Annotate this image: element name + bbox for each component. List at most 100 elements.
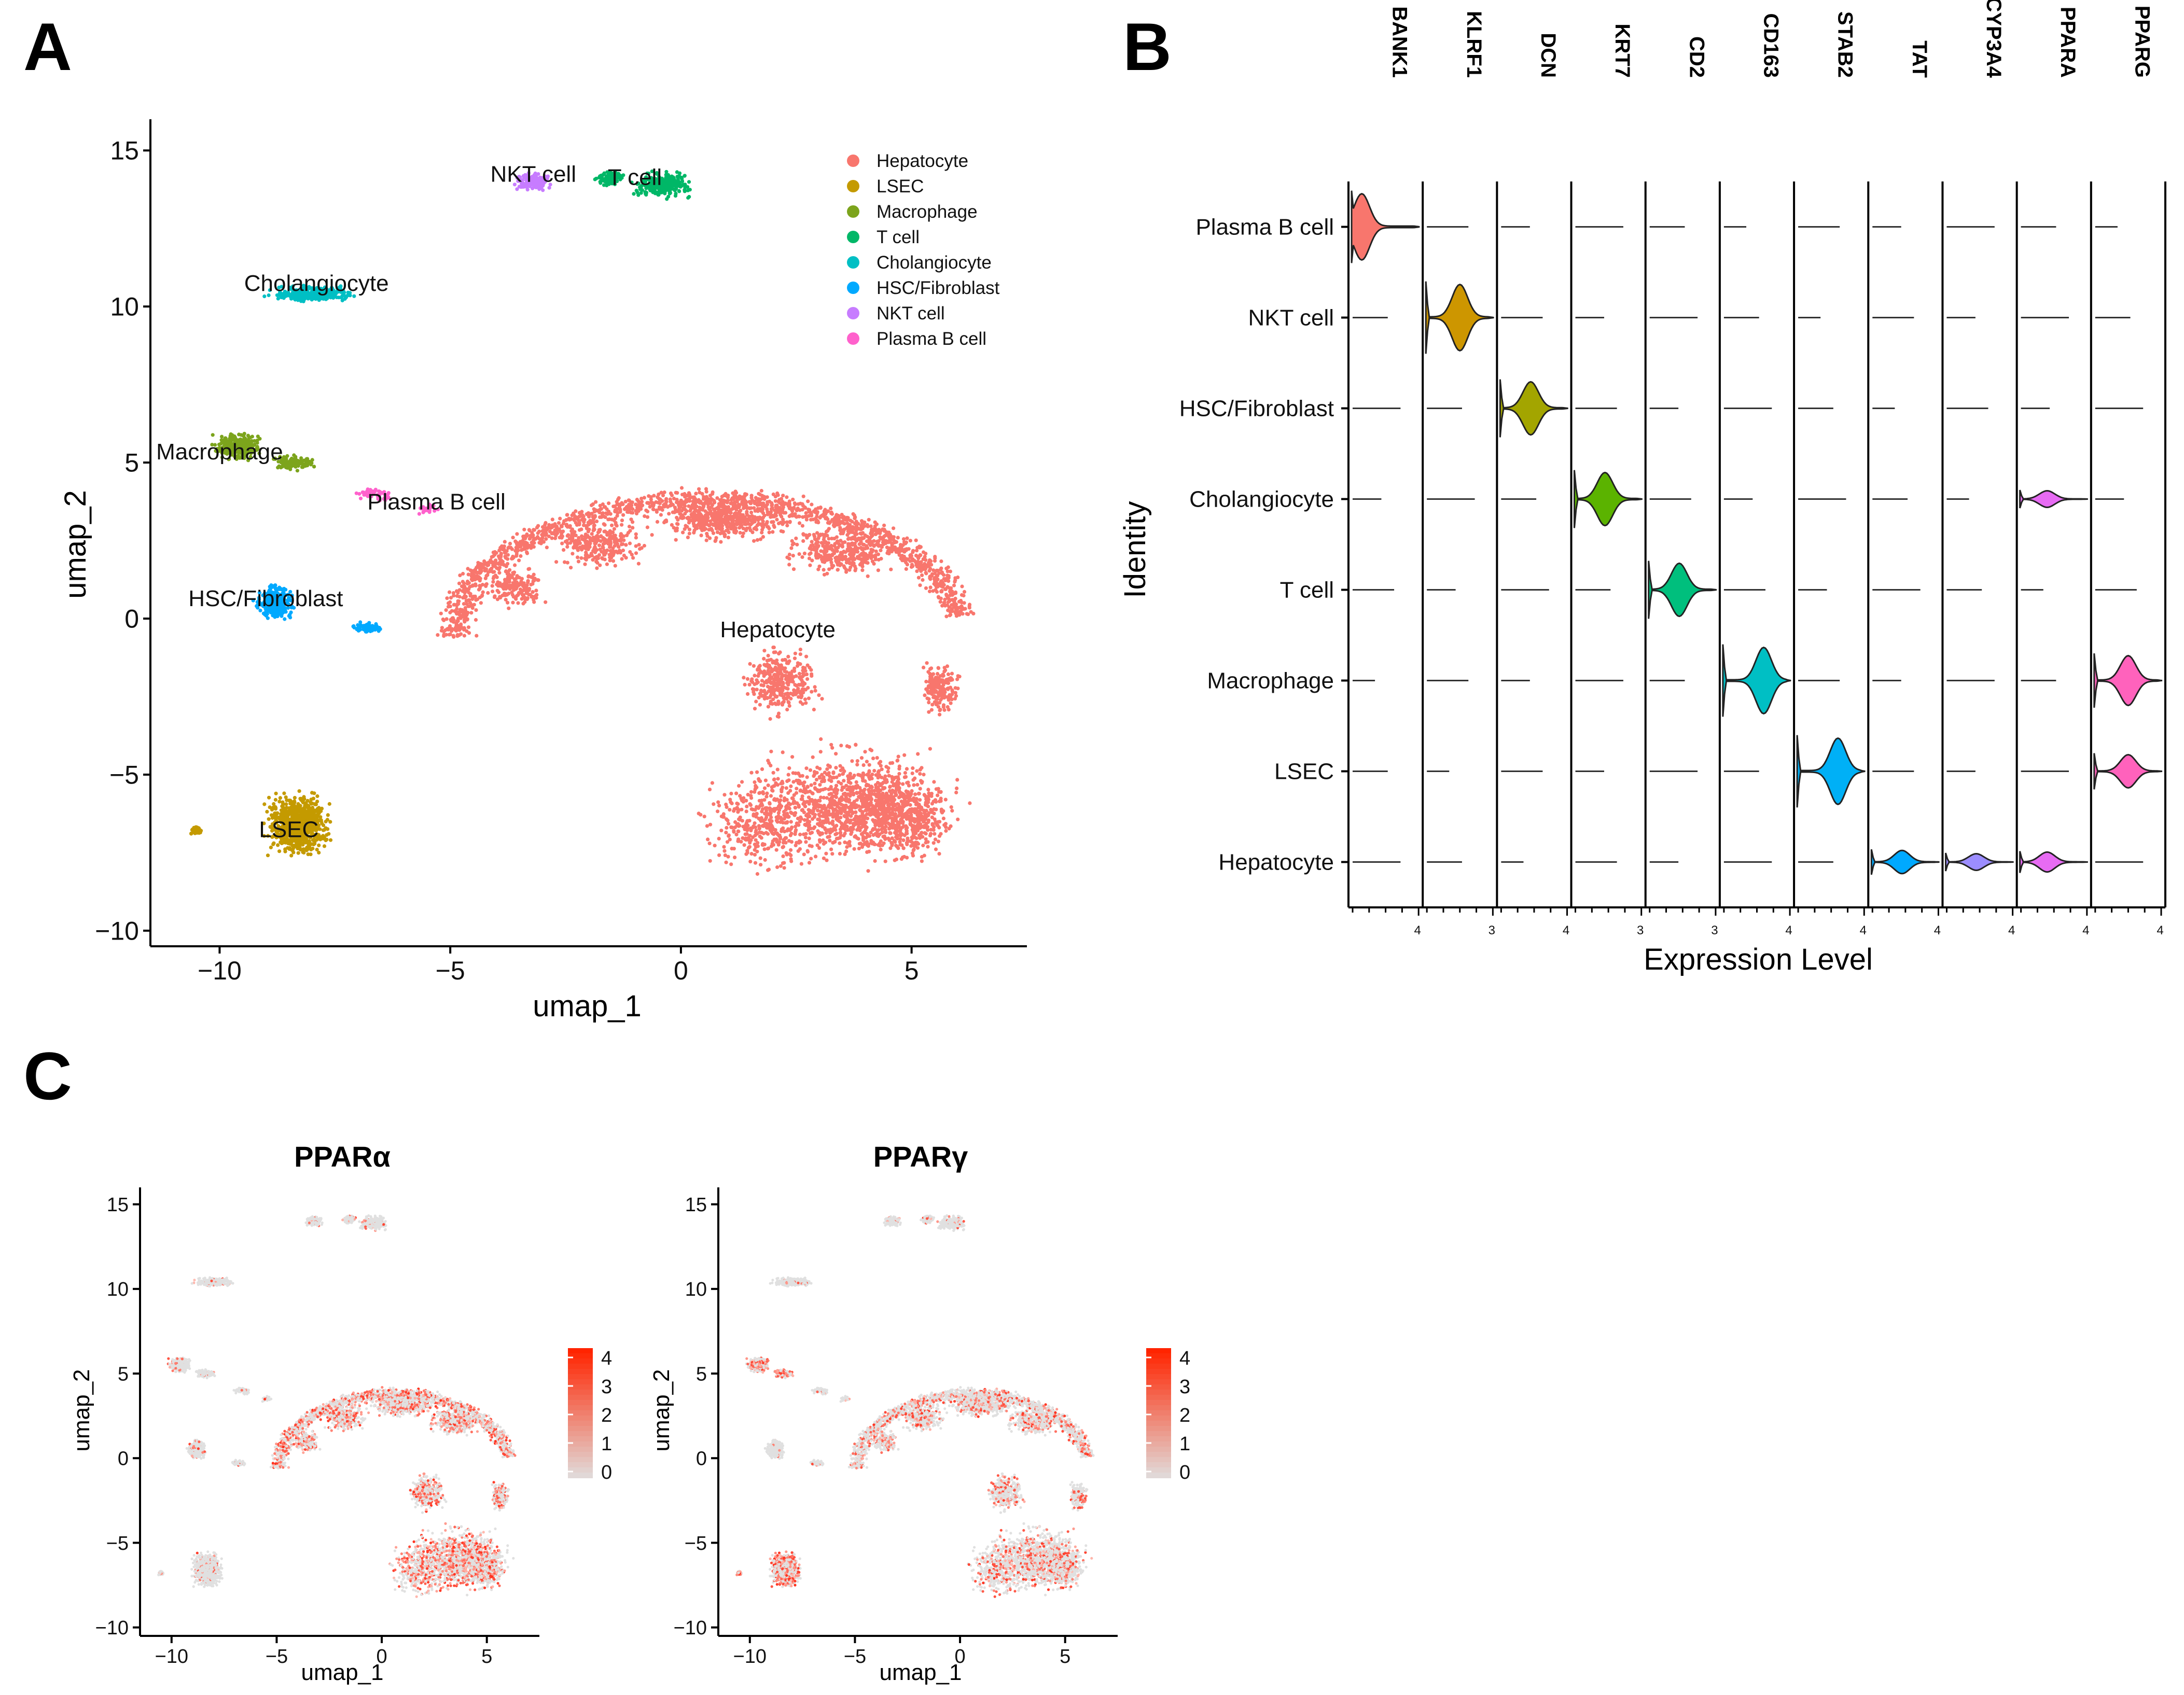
data-point [447, 601, 451, 605]
data-point [664, 518, 669, 523]
data-point [725, 517, 729, 521]
data-point [722, 849, 727, 853]
data-point [861, 823, 865, 827]
data-point [843, 814, 847, 819]
data-point [836, 522, 840, 526]
data-point [826, 835, 830, 839]
data-point [732, 529, 736, 534]
data-point [777, 816, 782, 820]
data-point [605, 533, 609, 537]
data-point [780, 827, 784, 831]
data-point [905, 842, 909, 847]
data-point [834, 775, 839, 779]
data-point [631, 520, 635, 524]
data-point [462, 585, 466, 590]
data-point [771, 771, 775, 775]
data-point [795, 664, 800, 668]
data-point [864, 800, 868, 804]
data-point [907, 793, 911, 797]
data-point [477, 587, 481, 592]
data-point [547, 523, 551, 527]
data-point [603, 515, 607, 520]
data-point [789, 507, 794, 511]
data-point [493, 563, 497, 567]
data-point [899, 833, 903, 837]
data-point [793, 683, 797, 687]
data-point [895, 807, 899, 811]
data-point [503, 540, 507, 544]
data-point [785, 495, 789, 499]
data-point [857, 846, 861, 851]
data-point [775, 783, 780, 787]
data-point [510, 590, 514, 594]
data-point [938, 712, 942, 717]
data-point [769, 685, 773, 690]
data-point [824, 841, 828, 845]
data-point [808, 533, 812, 537]
data-point [607, 501, 611, 506]
data-point [603, 523, 607, 527]
data-point [560, 536, 564, 540]
data-point [766, 868, 770, 872]
data-point [854, 780, 858, 784]
data-point [785, 695, 789, 699]
data-point [766, 511, 770, 515]
data-point [702, 518, 706, 523]
data-point [558, 516, 562, 521]
data-point [610, 517, 614, 522]
data-point [733, 500, 737, 504]
data-point [446, 627, 450, 631]
data-point [780, 497, 784, 501]
data-point [705, 531, 709, 536]
data-point [804, 701, 808, 705]
data-point [926, 845, 930, 849]
data-point [769, 699, 773, 704]
data-point [461, 580, 465, 584]
data-point [933, 837, 938, 842]
data-point [445, 596, 449, 600]
data-point [881, 791, 885, 795]
data-point [729, 862, 733, 866]
data-point [752, 539, 756, 543]
data-point [730, 825, 734, 830]
data-point [802, 780, 806, 785]
data-point [680, 514, 685, 518]
data-point [941, 703, 946, 707]
data-point [760, 527, 764, 532]
data-point [826, 811, 830, 816]
data-point [670, 523, 674, 527]
data-point [834, 783, 839, 788]
data-point [675, 491, 679, 495]
data-point [916, 752, 920, 756]
data-point [496, 580, 500, 584]
data-point [915, 569, 919, 573]
data-point [508, 568, 512, 572]
data-point [886, 800, 890, 804]
data-point [647, 501, 651, 506]
data-point [926, 788, 930, 792]
data-point [486, 591, 490, 595]
data-point [918, 583, 922, 587]
data-point [838, 851, 842, 856]
data-point [829, 828, 833, 832]
data-point [870, 549, 874, 553]
data-point [576, 555, 580, 559]
data-point [872, 768, 877, 773]
data-point [893, 790, 898, 794]
data-point [791, 497, 795, 501]
data-point [865, 808, 869, 813]
data-point [939, 596, 943, 600]
data-point [862, 818, 866, 822]
data-point [748, 802, 752, 806]
data-point [586, 511, 590, 515]
data-point [579, 512, 583, 516]
data-point [724, 860, 728, 864]
data-point [928, 585, 933, 590]
data-point [492, 570, 496, 574]
data-point [544, 537, 548, 541]
data-point [755, 527, 759, 531]
data-point [612, 527, 616, 531]
data-point [797, 695, 801, 699]
data-point [956, 687, 960, 691]
data-point [805, 850, 810, 854]
